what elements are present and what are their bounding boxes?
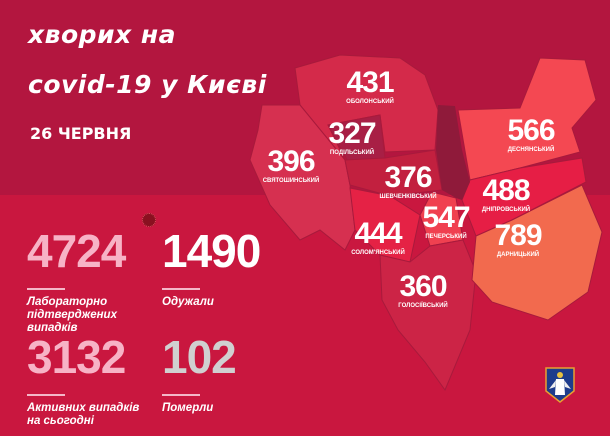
title-line-1: хворих на <box>28 20 177 49</box>
stat-recovered: 1490 Одужали <box>162 228 280 309</box>
district-shape-sviatoshyn <box>249 104 356 251</box>
district-name: ДАРНИЦЬКИЙ <box>496 252 540 258</box>
divider <box>27 288 65 290</box>
stat-confirmed: 4724 Лабораторно підтверджених випадків <box>27 228 145 335</box>
district-value: 789 <box>494 219 542 252</box>
district-label-dnipro: 488 ДНІПРОВСЬКИЙ <box>481 174 531 214</box>
recovered-label: Одужали <box>162 296 214 308</box>
district-name: ГОЛОСІЇВСЬКИЙ <box>398 303 448 309</box>
district-label-podil: 327 ПОДІЛЬСЬКИЙ <box>328 117 376 157</box>
district-value: 566 <box>507 114 555 147</box>
active-label: Активних випадків на сьогодні <box>27 402 140 427</box>
stat-deaths: 102 Померли <box>162 334 280 415</box>
deaths-label: Померли <box>162 402 214 414</box>
district-name: СОЛОМ'ЯНСЬКИЙ <box>351 250 405 256</box>
district-value: 327 <box>328 117 376 150</box>
confirmed-value: 4724 <box>27 225 126 277</box>
title-line-2: covid-19 у Києві <box>28 70 267 99</box>
district-shape-holosiiv <box>379 239 477 392</box>
dnipro-river <box>436 105 470 200</box>
recovered-value: 1490 <box>162 225 261 277</box>
district-name: ОБОЛОНСЬКИЙ <box>346 99 394 105</box>
district-label-pechersk: 547 ПЕЧЕРСЬКИЙ <box>422 201 470 241</box>
district-label-holosiiv: 360 ГОЛОСІЇВСЬКИЙ <box>398 270 448 310</box>
district-label-solomyan: 444 СОЛОМ'ЯНСЬКИЙ <box>351 217 405 257</box>
district-label-obolon: 431 ОБОЛОНСЬКИЙ <box>346 66 394 106</box>
active-value: 3132 <box>27 331 126 383</box>
district-label-sviatoshyn: 396 СВЯТОШИНСЬКИЙ <box>262 145 320 185</box>
district-value: 396 <box>267 145 315 178</box>
district-name: ДЕСНЯНСЬКИЙ <box>507 147 555 153</box>
confirmed-label: Лабораторно підтверджених випадків <box>27 296 117 334</box>
stat-active: 3132 Активних випадків на сьогодні <box>27 334 145 428</box>
district-value: 488 <box>482 174 530 207</box>
date: 26 ЧЕРВНЯ <box>30 124 132 143</box>
district-label-shevchenko: 376 ШЕВЧЕНКІВСЬКИЙ <box>379 161 437 201</box>
district-label-darnytsia: 789 ДАРНИЦЬКИЙ <box>494 219 542 259</box>
district-name: ПОДІЛЬСЬКИЙ <box>329 150 375 156</box>
deaths-value: 102 <box>162 331 237 383</box>
district-label-desna: 566 ДЕСНЯНСЬКИЙ <box>507 114 555 154</box>
virus-icon <box>142 213 156 227</box>
district-value: 360 <box>399 270 447 303</box>
district-value: 431 <box>346 66 394 99</box>
district-name: ДНІПРОВСЬКИЙ <box>481 207 531 213</box>
district-name: СВЯТОШИНСЬКИЙ <box>262 178 320 184</box>
divider <box>27 394 65 396</box>
district-value: 547 <box>422 201 470 234</box>
district-name: ПЕЧЕРСЬКИЙ <box>425 234 467 240</box>
district-shape-darnytsia <box>471 184 603 321</box>
district-value: 376 <box>384 161 432 194</box>
district-name: ШЕВЧЕНКІВСЬКИЙ <box>379 194 437 200</box>
divider <box>162 394 200 396</box>
district-value: 444 <box>354 217 402 250</box>
kyiv-coat-of-arms-icon <box>545 367 575 403</box>
divider <box>162 288 200 290</box>
